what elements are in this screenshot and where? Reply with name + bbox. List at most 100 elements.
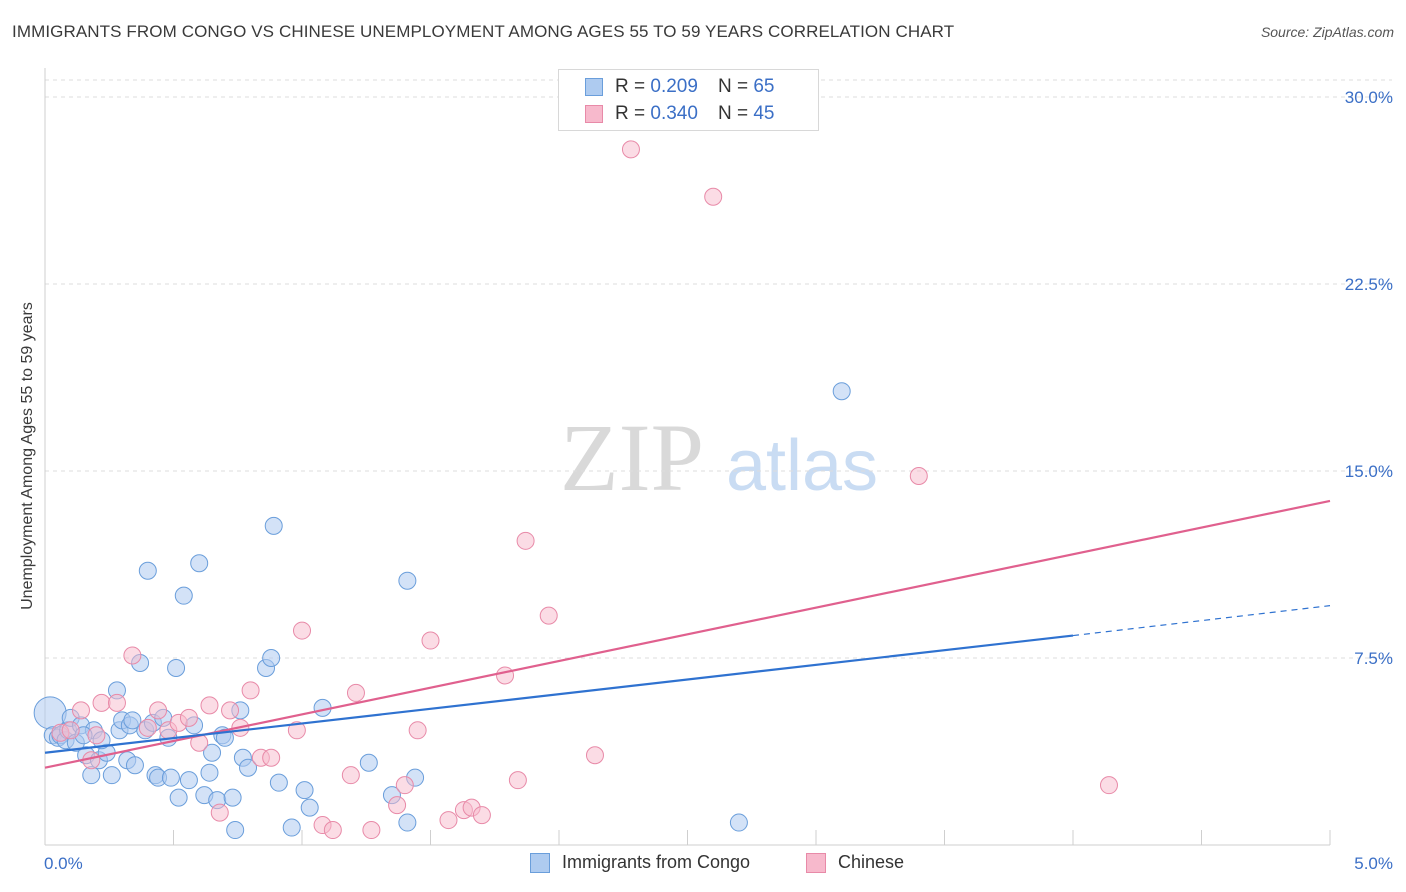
watermark-zip: ZIP: [560, 404, 704, 511]
data-point-chinese: [149, 701, 168, 720]
data-point-congo: [295, 781, 314, 800]
legend-item-congo[interactable]: Immigrants from Congo: [530, 852, 750, 873]
y-tick-label: 30.0%: [1345, 88, 1393, 107]
legend-n-label: N =: [717, 103, 749, 124]
data-point-chinese: [87, 726, 106, 745]
data-point-congo: [174, 586, 193, 605]
legend-swatch-chinese: [585, 105, 603, 123]
data-point-chinese: [585, 746, 604, 765]
data-point-congo: [82, 766, 101, 785]
data-point-chinese: [408, 721, 427, 740]
legend-label-chinese: Chinese: [838, 852, 905, 872]
data-point-chinese: [71, 701, 90, 720]
data-point-congo: [264, 516, 283, 535]
legend-n-value: 65: [753, 76, 775, 97]
legend-row-congo: R = 0.209 N = 65: [585, 74, 774, 100]
data-point-chinese: [909, 466, 928, 485]
y-tick-label: 22.5%: [1345, 275, 1393, 294]
stats-legend: R = 0.209 N = 65 R = 0.340 N = 45: [558, 69, 819, 131]
data-point-chinese: [395, 776, 414, 795]
data-point-chinese: [210, 803, 229, 822]
legend-r-label: R =: [615, 76, 646, 97]
data-point-congo: [359, 753, 378, 772]
data-point-congo: [398, 813, 417, 832]
data-point-congo: [269, 773, 288, 792]
data-point-congo: [123, 711, 142, 730]
data-point-chinese: [516, 531, 535, 550]
data-point-chinese: [92, 693, 111, 712]
data-point-congo: [239, 758, 258, 777]
data-point-chinese: [341, 766, 360, 785]
data-point-congo: [190, 554, 209, 573]
data-point-chinese: [1099, 776, 1118, 795]
data-point-chinese: [704, 187, 723, 206]
legend-n-label: N =: [717, 76, 749, 97]
data-point-chinese: [287, 721, 306, 740]
series-legend: Immigrants from Congo Chinese: [0, 852, 1406, 878]
data-point-congo: [300, 798, 319, 817]
data-point-chinese: [346, 683, 365, 702]
data-point-congo: [226, 821, 245, 840]
data-point-chinese: [621, 140, 640, 159]
data-point-congo: [729, 813, 748, 832]
trend-line-chinese: [44, 499, 1331, 769]
data-point-chinese: [179, 708, 198, 727]
data-point-chinese: [221, 701, 240, 720]
x-tick-label: 0.0%: [44, 854, 83, 873]
trend-lines: [44, 499, 1331, 769]
data-point-congo: [832, 382, 851, 401]
data-point-chinese: [472, 806, 491, 825]
data-point-congo: [203, 743, 222, 762]
chart-title: IMMIGRANTS FROM CONGO VS CHINESE UNEMPLO…: [12, 22, 955, 41]
data-point-chinese: [241, 681, 260, 700]
data-point-chinese: [293, 621, 311, 640]
trend-line-congo-extension: [1072, 605, 1331, 637]
data-point-congo: [102, 766, 121, 785]
chart-source: Source: ZipAtlas.com: [1260, 24, 1394, 40]
data-point-chinese: [539, 606, 558, 625]
data-point-congo: [169, 788, 188, 807]
legend-r-value: 0.209: [650, 76, 698, 97]
y-tick-label: 15.0%: [1345, 462, 1393, 481]
data-point-chinese: [421, 631, 440, 650]
data-point-congo: [282, 818, 301, 837]
x-tick-label: 5.0%: [1354, 854, 1393, 873]
data-point-chinese: [508, 771, 527, 790]
data-point-congo: [262, 649, 281, 667]
legend-swatch-congo: [530, 852, 550, 873]
data-point-chinese: [496, 666, 515, 685]
data-point-chinese: [107, 693, 126, 712]
watermark: ZIP atlas: [560, 404, 878, 511]
data-point-chinese: [61, 721, 80, 740]
series-chinese-points: [51, 140, 1118, 840]
data-point-chinese: [323, 821, 342, 840]
data-point-chinese: [388, 796, 407, 815]
data-point-chinese: [200, 696, 219, 715]
y-tick-label: 7.5%: [1354, 649, 1393, 668]
legend-r-label: R =: [615, 103, 646, 124]
data-point-congo: [223, 788, 242, 807]
legend-label-congo: Immigrants from Congo: [562, 852, 751, 872]
data-point-congo: [125, 756, 144, 775]
data-point-congo: [138, 561, 157, 580]
data-point-congo: [200, 763, 219, 782]
data-point-chinese: [123, 646, 142, 665]
data-point-chinese: [262, 748, 281, 767]
legend-r-value: 0.340: [650, 103, 698, 124]
legend-item-chinese[interactable]: Chinese: [806, 852, 904, 873]
data-point-congo: [167, 658, 186, 677]
watermark-atlas: atlas: [726, 426, 878, 506]
data-point-congo: [398, 571, 417, 590]
data-point-chinese: [439, 811, 458, 830]
data-point-congo: [179, 771, 198, 790]
legend-n-value: 45: [753, 103, 775, 124]
gridlines: [45, 79, 1392, 659]
trend-line-congo: [44, 634, 1074, 754]
legend-row-chinese: R = 0.340 N = 45: [585, 101, 774, 127]
data-point-chinese: [362, 821, 381, 840]
legend-swatch-congo: [585, 78, 603, 96]
data-point-chinese: [138, 718, 157, 737]
data-point-congo: [161, 768, 180, 787]
legend-swatch-chinese: [806, 852, 826, 873]
